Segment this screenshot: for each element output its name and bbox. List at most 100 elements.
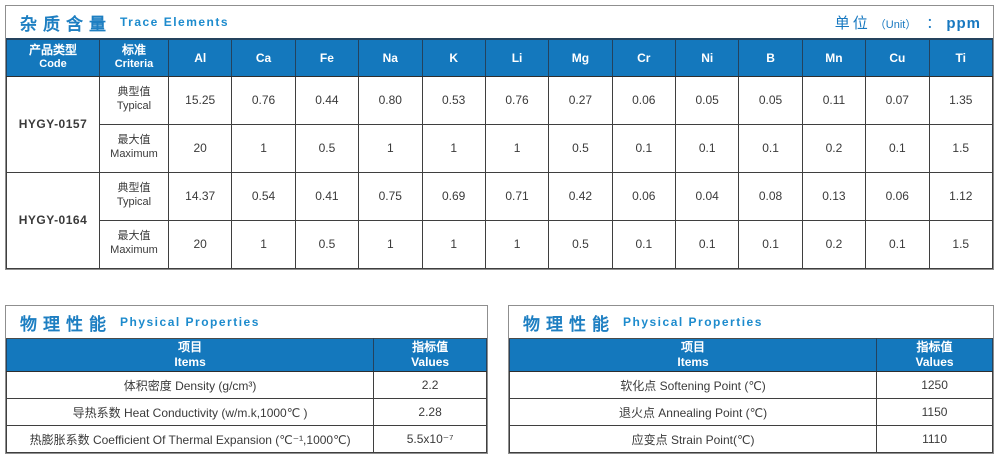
trace-title-en: Trace Elements [120, 15, 230, 29]
element-header-al: Al [167, 38, 233, 77]
value-cell: 0.75 [358, 171, 423, 221]
value-cell: 0.1 [865, 219, 930, 269]
value-cell: 0.76 [484, 75, 550, 125]
value-cell: 20 [167, 123, 233, 173]
trace-title-bar: 杂质含量 Trace Elements 单位 （Unit） ： ppm [6, 6, 993, 38]
phys-left-header-row: 项目 Items 指标值 Values [5, 338, 487, 372]
property-value: 5.5x10⁻⁷ [373, 425, 487, 453]
col-header-criteria-zh: 标准 [121, 43, 146, 58]
row-label-maximum-zh: 最大值 [117, 230, 151, 243]
row-hygy0164-typical: HYGY-0164 典型值 Typical 14.37 0.54 0.41 0.7… [6, 171, 993, 269]
value-cell: 0.5 [548, 123, 613, 173]
value-cell: 0.11 [801, 75, 867, 125]
items-header-zh: 项目 [681, 340, 706, 354]
property-item: 应变点 Strain Point(℃) [508, 425, 878, 453]
value-cell: 0.04 [674, 171, 740, 221]
items-column-header: 项目 Items [5, 338, 375, 372]
physical-properties-left-section: 物理性能 Physical Properties 项目 Items 指标值 Valu… [5, 305, 488, 454]
element-header-ti: Ti [928, 38, 993, 77]
phys-right-title-zh: 物理性能 [523, 314, 615, 334]
element-header-mg: Mg [548, 38, 613, 77]
unit-value: ppm [946, 14, 981, 32]
element-header-na: Na [358, 38, 423, 77]
phys-right-title-bar: 物理性能 Physical Properties [509, 306, 993, 338]
value-cell: 0.54 [231, 171, 296, 221]
value-cell: 0.08 [738, 171, 803, 221]
property-item: 体积密度 Density (g/cm³) [5, 371, 375, 399]
phys-right-header-row: 项目 Items 指标值 Values [508, 338, 993, 372]
element-header-fe: Fe [294, 38, 360, 77]
row-label-maximum-en: Maximum [110, 148, 158, 160]
unit-separator: ： [926, 14, 941, 31]
values-column-header: 指标值 Values [373, 338, 487, 372]
value-cell: 0.5 [294, 219, 360, 269]
value-cell: 14.37 [167, 171, 233, 221]
unit-label-zh: 单位 [834, 14, 871, 32]
phys-left-title-bar: 物理性能 Physical Properties [6, 306, 487, 338]
table-row: 热膨胀系数 Coefficient Of Thermal Expansion (… [5, 425, 487, 453]
value-cell: 0.1 [674, 123, 740, 173]
value-cell: 1.12 [928, 171, 993, 221]
trace-title-zh: 杂质含量 [20, 14, 112, 34]
element-header-ni: Ni [674, 38, 740, 77]
items-header-en: Items [677, 355, 709, 369]
col-header-code-en: Code [39, 58, 67, 71]
value-cell: 0.53 [421, 75, 486, 125]
value-cell: 1 [231, 219, 296, 269]
value-cell: 0.44 [294, 75, 360, 125]
value-cell: 1 [421, 219, 486, 269]
col-header-code-zh: 产品类型 [28, 43, 77, 58]
value-cell: 0.06 [611, 75, 677, 125]
property-value: 1250 [876, 371, 993, 399]
phys-right-title-en: Physical Properties [623, 315, 763, 329]
value-cell: 0.05 [738, 75, 803, 125]
element-header-mn: Mn [801, 38, 867, 77]
table-row: 应变点 Strain Point(℃) 1110 [508, 425, 993, 453]
value-cell: 0.06 [865, 171, 930, 221]
value-cell: 0.06 [611, 171, 677, 221]
row-hygy0164-maximum: 最大值 Maximum 20 1 0.5 1 1 1 0.5 0.1 0.1 0.… [7, 219, 993, 269]
values-header-en: Values [411, 355, 450, 369]
product-code-hygy0164: HYGY-0164 [6, 171, 100, 269]
row-label-typical: 典型值 Typical [99, 171, 169, 221]
trace-header-row: 产品类型 Code 标准 Criteria Al Ca Fe Na K Li Mg … [6, 38, 993, 77]
property-item: 导热系数 Heat Conductivity (w/m.k,1000℃ ) [5, 398, 375, 426]
value-cell: 0.1 [611, 219, 677, 269]
value-cell: 0.76 [231, 75, 296, 125]
col-header-criteria-en: Criteria [114, 58, 154, 71]
value-cell: 1 [484, 123, 550, 173]
row-label-maximum: 最大值 Maximum [99, 123, 169, 173]
element-header-li: Li [484, 38, 550, 77]
row-hygy0157-typical: HYGY-0157 典型值 Typical 15.25 0.76 0.44 0.8… [6, 75, 993, 173]
value-cell: 1 [484, 219, 550, 269]
trace-elements-table: 产品类型 Code 标准 Criteria Al Ca Fe Na K Li Mg … [6, 38, 993, 269]
value-cell: 0.1 [865, 123, 930, 173]
physical-properties-right-section: 物理性能 Physical Properties 项目 Items 指标值 Valu… [508, 305, 994, 454]
property-value: 2.2 [373, 371, 487, 399]
property-value: 1110 [876, 425, 993, 453]
property-item: 热膨胀系数 Coefficient Of Thermal Expansion (… [5, 425, 375, 453]
row-label-typical-en: Typical [116, 100, 152, 112]
value-cell: 0.42 [548, 171, 613, 221]
col-header-code: 产品类型 Code [6, 38, 100, 77]
row-label-typical-en: Typical [116, 196, 152, 208]
table-row: 导热系数 Heat Conductivity (w/m.k,1000℃ ) 2.… [5, 398, 487, 426]
values-header-zh: 指标值 [412, 340, 449, 354]
value-cell: 1.5 [928, 219, 993, 269]
value-cell: 15.25 [167, 75, 233, 125]
element-header-b: B [738, 38, 803, 77]
table-row: 体积密度 Density (g/cm³) 2.2 [5, 371, 487, 399]
property-item: 退火点 Annealing Point (℃) [508, 398, 878, 426]
table-row: 退火点 Annealing Point (℃) 1150 [508, 398, 993, 426]
row-label-typical-zh: 典型值 [117, 182, 151, 195]
value-cell: 0.1 [738, 123, 803, 173]
value-cell: 0.1 [674, 219, 740, 269]
value-cell: 0.41 [294, 171, 360, 221]
value-cell: 0.69 [421, 171, 486, 221]
value-cell: 0.05 [674, 75, 740, 125]
unit-label: 单位 （Unit） ： ppm [835, 12, 981, 33]
col-header-criteria: 标准 Criteria [99, 38, 169, 77]
property-value: 1150 [876, 398, 993, 426]
value-cell: 0.2 [801, 123, 867, 173]
row-label-typical-zh: 典型值 [117, 86, 151, 99]
